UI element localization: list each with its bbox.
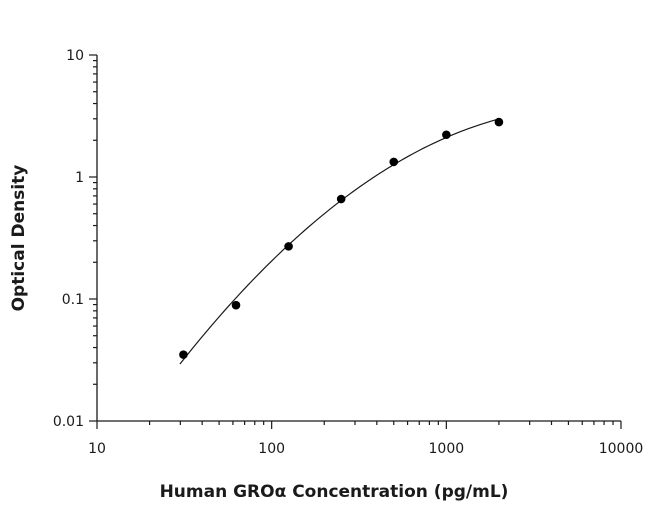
fit-curve xyxy=(179,117,501,365)
x-tick-label: 100 xyxy=(258,441,285,457)
y-tick-label: 0.01 xyxy=(53,414,84,430)
data-point xyxy=(284,242,293,251)
x-tick-label: 10 xyxy=(88,441,106,457)
data-points xyxy=(179,117,504,359)
x-axis-title: Human GROα Concentration (pg/mL) xyxy=(160,482,509,502)
y-axis-title: Optical Density xyxy=(9,165,29,312)
y-ticks xyxy=(89,54,97,422)
y-tick-label: 10 xyxy=(66,48,84,64)
x-tick-label: 10000 xyxy=(599,441,644,457)
y-tick-label: 1 xyxy=(75,170,84,186)
x-tick-labels: 10 100 1000 10000 xyxy=(88,441,643,457)
data-point xyxy=(179,350,188,359)
data-point xyxy=(231,300,241,310)
x-tick-label: 1000 xyxy=(429,441,465,457)
y-tick-labels: 0.01 0.1 1 10 xyxy=(53,48,84,430)
data-point xyxy=(336,194,346,204)
y-tick-label: 0.1 xyxy=(62,292,84,308)
data-point xyxy=(389,157,399,167)
data-point xyxy=(442,130,451,140)
x-ticks xyxy=(96,421,622,429)
axes xyxy=(96,55,621,422)
data-point xyxy=(494,117,504,127)
